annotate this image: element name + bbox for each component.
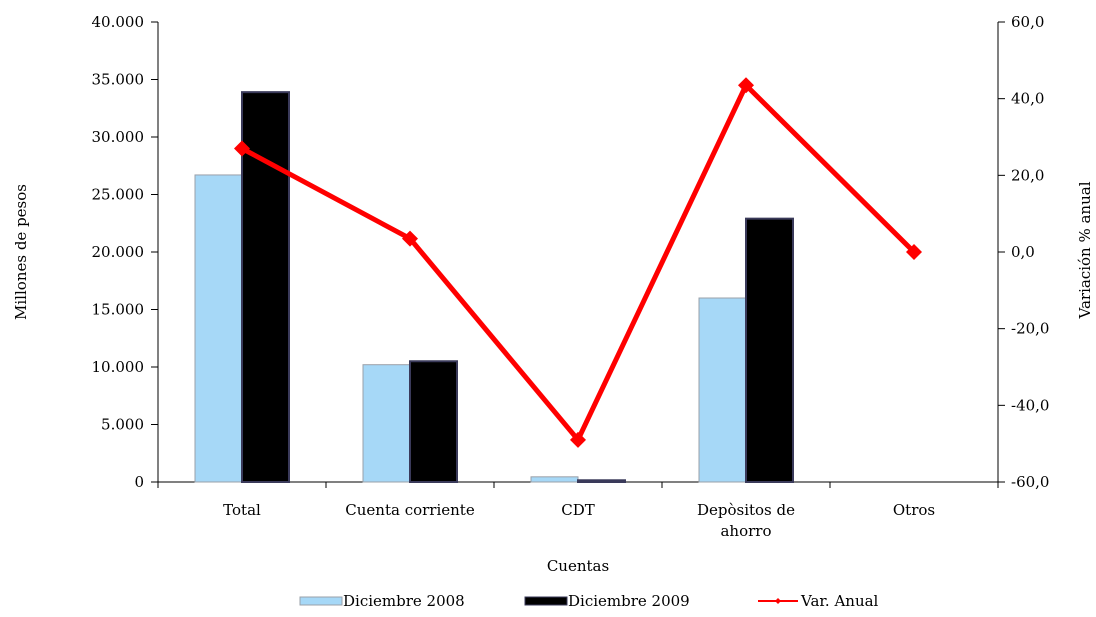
x-tick-label: CDT bbox=[561, 501, 595, 519]
y2-axis-title: Variación % anual bbox=[1076, 181, 1094, 319]
y-tick-label: 20.000 bbox=[92, 243, 145, 261]
var-anual-line bbox=[240, 82, 916, 443]
bar-dic-2009 bbox=[241, 91, 290, 484]
bar-dic-2009 bbox=[745, 217, 794, 483]
var-anual-point bbox=[402, 230, 418, 247]
y-tick-label: 5.000 bbox=[101, 416, 144, 434]
x-tick-label: ahorro bbox=[720, 522, 771, 540]
bar-dic-2008 bbox=[362, 364, 411, 483]
x-tick-label: Total bbox=[223, 501, 261, 519]
x-tick-label: Depòsitos de bbox=[697, 501, 795, 519]
legend-swatch-dic-2008 bbox=[299, 596, 343, 606]
y-tick-label: 30.000 bbox=[92, 128, 145, 146]
var-anual-point bbox=[738, 77, 754, 94]
bar-dic-2009 bbox=[409, 360, 458, 483]
var-anual-point bbox=[570, 431, 586, 448]
y2-tick-label: -40,0 bbox=[1011, 396, 1049, 414]
var-anual-point bbox=[234, 140, 250, 157]
x-axis-title: Cuentas bbox=[547, 557, 609, 575]
bar-dic-2008 bbox=[530, 476, 579, 483]
y-tick-label: 0 bbox=[134, 473, 144, 491]
legend-label-dic-2008: Diciembre 2008 bbox=[343, 592, 465, 610]
legend-label-dic-2009: Diciembre 2009 bbox=[568, 592, 690, 610]
legend-label-var-anual: Var. Anual bbox=[800, 592, 879, 610]
y-tick-label: 15.000 bbox=[92, 301, 145, 319]
legend-marker-var-anual bbox=[775, 598, 781, 604]
var-anual-point bbox=[906, 244, 922, 260]
y-tick-label: 40.000 bbox=[92, 13, 145, 31]
y-tick-label: 35.000 bbox=[92, 71, 145, 89]
x-tick-label: Cuenta corriente bbox=[345, 501, 475, 519]
bar-dic-2009 bbox=[577, 479, 626, 483]
legend-swatch-dic-2009 bbox=[524, 596, 568, 606]
y2-tick-label: 60,0 bbox=[1011, 13, 1044, 31]
bar-dic-2008 bbox=[698, 297, 747, 483]
y-tick-label: 10.000 bbox=[92, 358, 145, 376]
x-tick-label: Otros bbox=[893, 501, 935, 519]
y2-tick-label: -60,0 bbox=[1011, 473, 1049, 491]
y-tick-label: 25.000 bbox=[92, 186, 145, 204]
y-axis-title: Millones de pesos bbox=[12, 184, 30, 320]
y2-tick-label: 20,0 bbox=[1011, 166, 1044, 184]
y2-tick-label: 0,0 bbox=[1011, 243, 1035, 261]
bar-dic-2008 bbox=[194, 174, 243, 483]
y2-tick-label: -20,0 bbox=[1011, 320, 1049, 338]
y2-tick-label: 40,0 bbox=[1011, 90, 1044, 108]
